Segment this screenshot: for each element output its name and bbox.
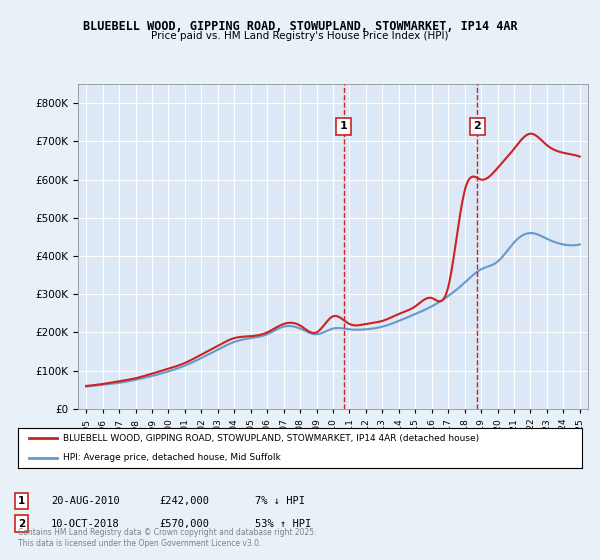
Text: 2: 2 [473,121,481,131]
Text: 1: 1 [340,121,347,131]
Text: 2: 2 [18,519,25,529]
Text: 53% ↑ HPI: 53% ↑ HPI [255,519,311,529]
Text: £242,000: £242,000 [159,496,209,506]
Text: 10-OCT-2018: 10-OCT-2018 [51,519,120,529]
Text: Price paid vs. HM Land Registry's House Price Index (HPI): Price paid vs. HM Land Registry's House … [151,31,449,41]
Text: £570,000: £570,000 [159,519,209,529]
Text: HPI: Average price, detached house, Mid Suffolk: HPI: Average price, detached house, Mid … [63,453,281,463]
Text: 1: 1 [18,496,25,506]
Text: 7% ↓ HPI: 7% ↓ HPI [255,496,305,506]
Text: BLUEBELL WOOD, GIPPING ROAD, STOWUPLAND, STOWMARKET, IP14 4AR (detached house): BLUEBELL WOOD, GIPPING ROAD, STOWUPLAND,… [63,433,479,443]
Text: BLUEBELL WOOD, GIPPING ROAD, STOWUPLAND, STOWMARKET, IP14 4AR: BLUEBELL WOOD, GIPPING ROAD, STOWUPLAND,… [83,20,517,32]
Text: Contains HM Land Registry data © Crown copyright and database right 2025.
This d: Contains HM Land Registry data © Crown c… [18,528,317,548]
Text: 20-AUG-2010: 20-AUG-2010 [51,496,120,506]
